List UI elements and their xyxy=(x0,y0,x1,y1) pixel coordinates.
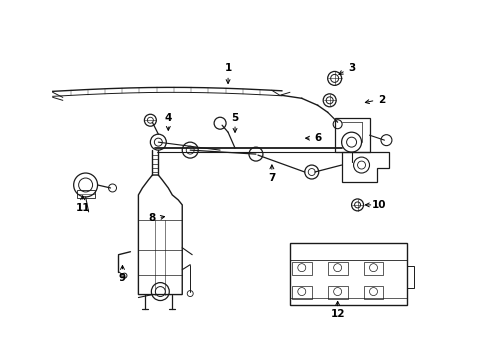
Text: 9: 9 xyxy=(119,273,126,283)
Bar xyxy=(327,285,347,298)
Text: 3: 3 xyxy=(347,63,354,73)
Bar xyxy=(77,190,94,198)
Text: 1: 1 xyxy=(224,63,231,73)
Text: 5: 5 xyxy=(231,113,238,123)
Text: 8: 8 xyxy=(148,213,156,223)
Text: 7: 7 xyxy=(267,173,275,183)
Bar xyxy=(363,262,383,275)
Bar xyxy=(289,243,407,305)
Text: 11: 11 xyxy=(75,203,90,213)
Text: 2: 2 xyxy=(377,95,385,105)
Text: 6: 6 xyxy=(313,133,321,143)
Text: 4: 4 xyxy=(164,113,172,123)
Bar xyxy=(407,266,413,288)
Bar xyxy=(291,262,311,275)
Text: 10: 10 xyxy=(371,200,386,210)
Bar xyxy=(327,262,347,275)
Bar xyxy=(291,285,311,298)
Text: 12: 12 xyxy=(330,310,344,319)
Bar xyxy=(363,285,383,298)
